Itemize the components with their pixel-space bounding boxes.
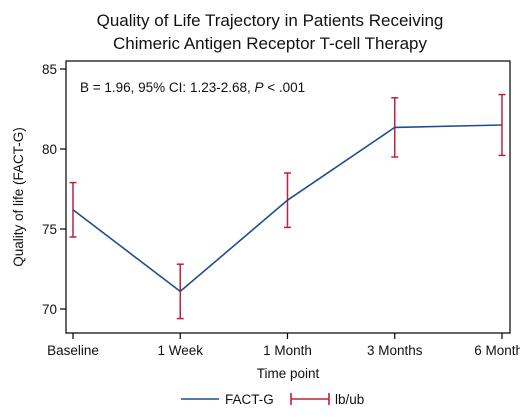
x-tick-label: 1 Month	[263, 343, 312, 358]
stat-annotation-suffix: < .001	[264, 80, 306, 95]
y-tick-label: 85	[42, 62, 57, 77]
x-tick-label: 1 Week	[157, 343, 203, 358]
series-lines	[72, 124, 503, 293]
y-axis: 70 75 80 85	[42, 62, 66, 317]
x-axis-label: Time point	[257, 366, 320, 381]
stat-annotation-p: P	[255, 80, 264, 95]
x-tick-label: 3 Months	[367, 343, 423, 358]
x-tick-label: 6 Months	[474, 343, 520, 358]
chart-title-line-2: Chimeric Antigen Receptor T-cell Therapy	[113, 34, 428, 53]
x-axis: Baseline 1 Week 1 Month 3 Months 6 Months	[47, 333, 520, 358]
y-tick-label: 75	[42, 222, 57, 237]
legend-label-series: FACT-G	[225, 392, 274, 407]
legend: FACT-G lb/ub	[181, 392, 364, 407]
x-tick-label: Baseline	[47, 343, 99, 358]
legend-interval-swatch	[290, 393, 330, 405]
error-bars	[69, 93, 506, 320]
y-tick-label: 70	[42, 302, 57, 317]
y-tick-label: 80	[42, 142, 57, 157]
chart-title-line-1: Quality of Life Trajectory in Patients R…	[97, 11, 444, 30]
stat-annotation-prefix: B = 1.96, 95% CI: 1.23-2.68,	[80, 80, 255, 95]
stat-annotation: B = 1.96, 95% CI: 1.23-2.68, P < .001	[80, 80, 305, 95]
y-axis-label: Quality of life (FACT-G)	[11, 127, 26, 267]
legend-label-interval: lb/ub	[335, 392, 364, 407]
series-line	[72, 124, 503, 293]
